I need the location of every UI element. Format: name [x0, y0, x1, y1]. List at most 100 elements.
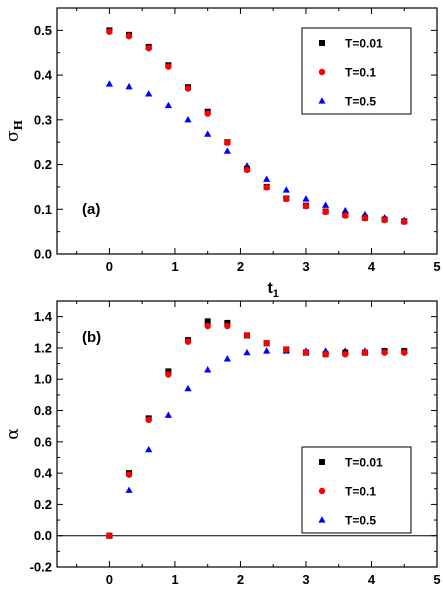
legend-marker — [319, 40, 325, 46]
data-point — [204, 322, 211, 330]
y-tick-label: 0.0 — [34, 528, 52, 543]
panel-label: (b) — [82, 329, 101, 346]
legend-marker — [318, 487, 326, 495]
data-point — [302, 195, 310, 202]
chart-panel-b: 012345-0.20.00.20.40.60.81.01.21.4t1α(b)… — [3, 300, 441, 595]
data-point — [342, 212, 349, 219]
data-point — [224, 139, 231, 146]
y-tick-label: 0.6 — [34, 434, 52, 449]
data-point — [164, 101, 172, 109]
x-tick-label: 4 — [368, 572, 376, 587]
y-tick-label: 0.1 — [34, 202, 52, 217]
data-point — [361, 349, 369, 356]
data-point — [342, 351, 349, 358]
y-tick-label: 0.0 — [34, 247, 52, 262]
y-tick-label: 0.2 — [34, 497, 52, 512]
data-point — [322, 351, 329, 358]
data-point — [322, 201, 330, 208]
legend-label: T=0.5 — [345, 95, 376, 109]
data-point — [184, 384, 192, 392]
data-point — [322, 208, 329, 216]
y-axis-label-subscript: H — [12, 120, 25, 130]
data-point — [204, 318, 211, 325]
legend-marker — [318, 68, 326, 76]
data-point — [145, 416, 152, 424]
data-point — [125, 32, 133, 40]
legend-marker — [318, 516, 326, 523]
data-point — [401, 218, 408, 225]
series-circle — [106, 322, 408, 539]
legend-label: T=0.1 — [345, 485, 376, 499]
data-point — [223, 147, 231, 154]
legend-marker — [319, 459, 325, 465]
data-point — [184, 116, 192, 123]
legend-label: T=0.5 — [345, 514, 376, 528]
data-point — [223, 355, 231, 362]
data-point — [145, 90, 153, 97]
y-tick-label: 1.4 — [34, 309, 53, 324]
data-point — [243, 166, 251, 174]
x-tick-label: 0 — [106, 259, 113, 274]
data-point — [164, 411, 172, 418]
data-point — [125, 486, 133, 493]
data-point — [381, 349, 388, 356]
x-tick-label: 1 — [171, 572, 178, 587]
x-tick-label: 5 — [433, 572, 440, 587]
data-point — [165, 371, 172, 378]
legend-label: T=0.01 — [345, 37, 383, 51]
legend-marker — [318, 97, 326, 104]
data-point — [184, 85, 192, 92]
chart-panel-a: 0 1 2 3 4 50.00.10.20.30.40.5t1σH(a)T=0.01T=0… — [3, 7, 441, 300]
data-point — [125, 471, 133, 478]
data-point — [381, 216, 388, 224]
data-point — [263, 184, 270, 191]
x-tick-label: 3 — [302, 572, 309, 587]
legend: T=0.01 T=0.1 T=0.5 — [301, 446, 412, 534]
y-tick-label: 0.4 — [34, 466, 53, 481]
x-tick-label: 0 — [106, 572, 113, 587]
y-tick-label: 0.4 — [34, 68, 53, 83]
x-axis-label: t1 — [267, 280, 278, 300]
plot-frame — [56, 7, 438, 255]
plot-frame — [56, 300, 438, 568]
y-axis-label: α — [3, 428, 23, 440]
y-tick-label: 0.8 — [34, 403, 52, 418]
data-point — [302, 349, 310, 356]
x-axis-label-subscript: 1 — [273, 288, 279, 300]
x-tick-label: 2 — [237, 572, 244, 587]
data-point — [145, 445, 153, 453]
data-point — [165, 63, 172, 70]
data-point — [204, 130, 212, 137]
data-point — [106, 532, 113, 539]
data-point — [283, 346, 290, 353]
legend-label: T=0.01 — [345, 456, 383, 470]
data-point — [243, 332, 251, 339]
data-point — [361, 215, 369, 222]
series-circle — [106, 28, 408, 225]
legend: T=0.01 T=0.1 T=0.5 — [301, 27, 412, 115]
data-point — [282, 186, 290, 193]
data-point — [204, 366, 212, 373]
y-tick-label: 1.2 — [34, 340, 52, 355]
y-tick-label: 0.5 — [34, 23, 52, 38]
data-point — [204, 110, 211, 117]
data-point — [106, 28, 113, 35]
data-point — [105, 80, 114, 87]
x-tick-label: 4 — [368, 259, 376, 274]
legend-label: T=0.1 — [345, 66, 376, 80]
data-point — [263, 347, 271, 354]
data-point — [145, 45, 152, 52]
data-point — [184, 338, 192, 345]
data-point — [302, 202, 310, 210]
data-point — [283, 195, 290, 203]
data-point — [401, 349, 408, 356]
x-tick-label: 1 — [171, 259, 178, 274]
x-tick-label: 5 — [433, 259, 440, 274]
data-point — [243, 348, 251, 356]
data-point — [341, 206, 349, 214]
y-tick-label: 0.2 — [34, 157, 52, 172]
y-tick-label: 1.0 — [34, 372, 52, 387]
x-tick-label: 3 — [302, 259, 309, 274]
data-point — [224, 322, 231, 330]
